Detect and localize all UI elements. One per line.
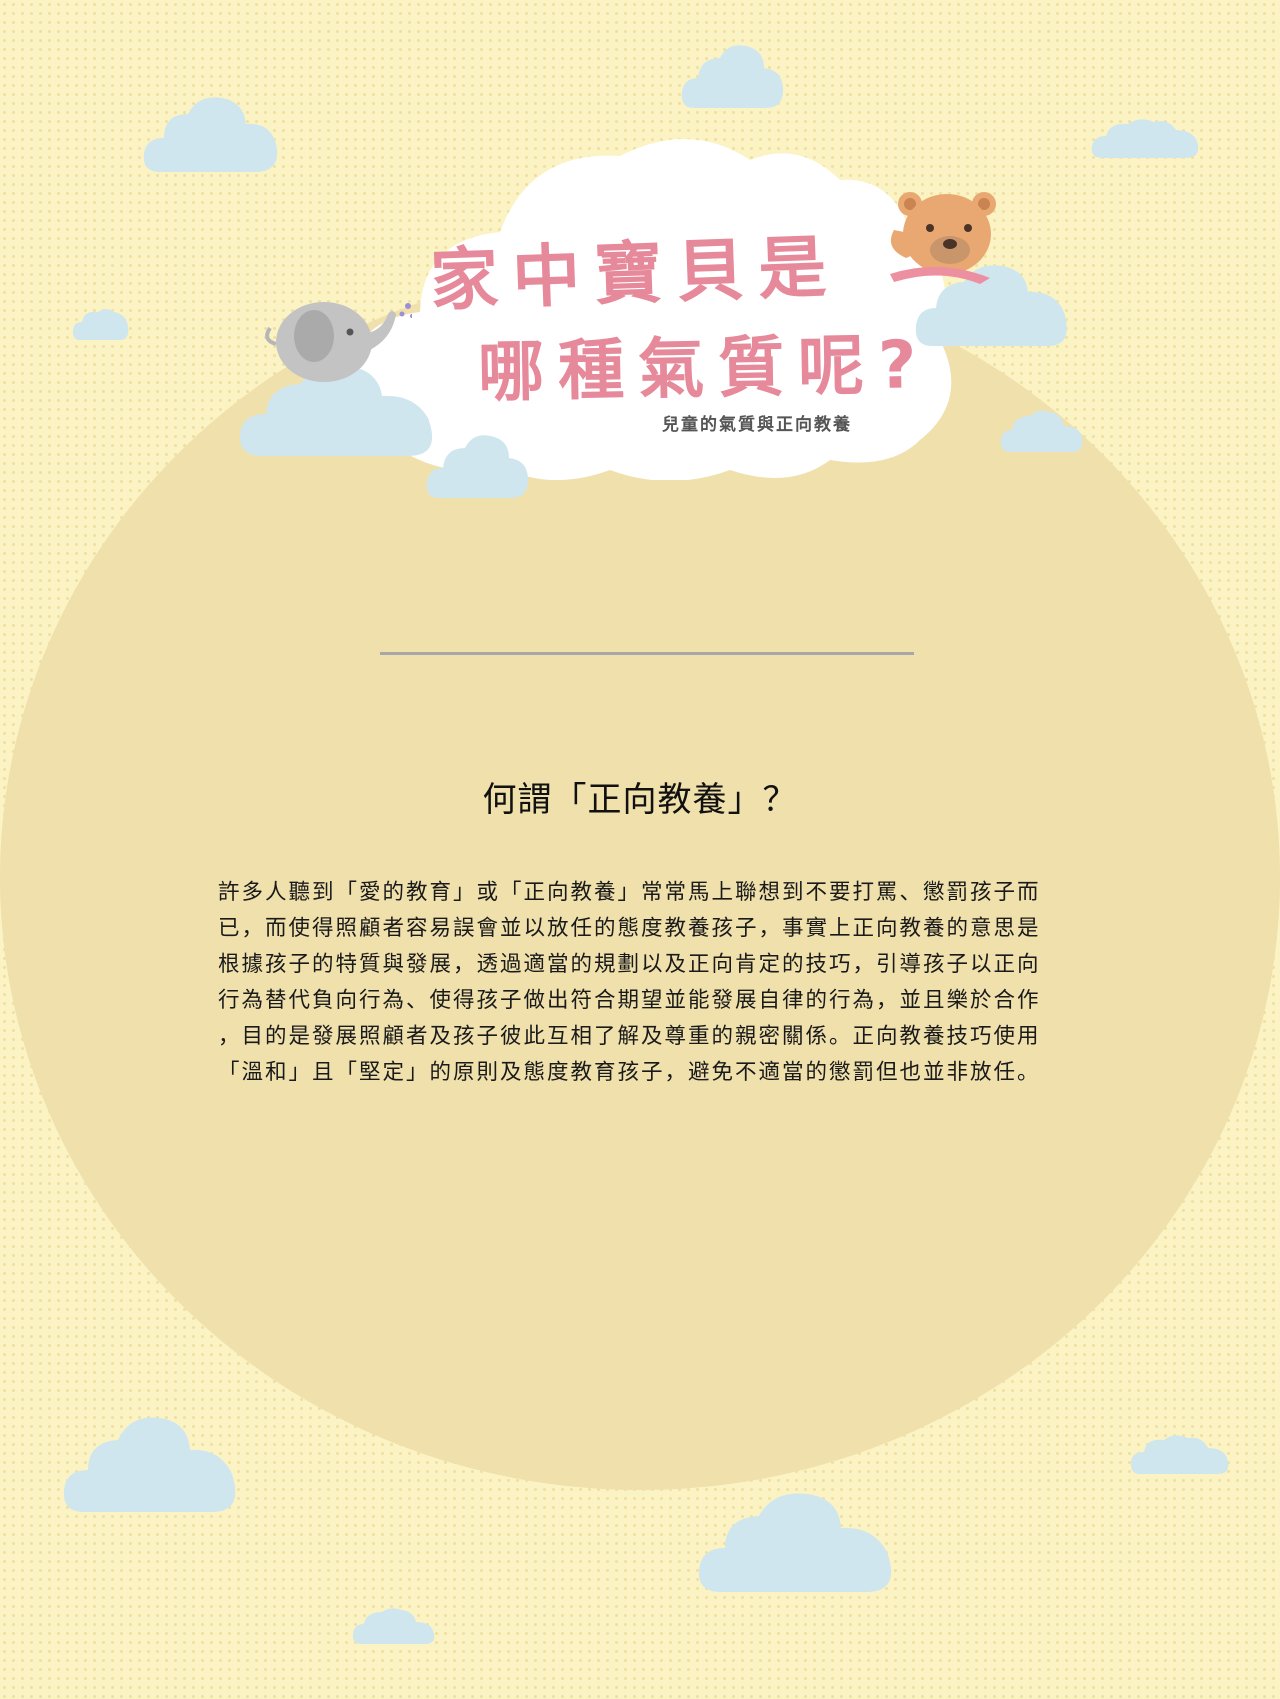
cloud-icon — [425, 432, 530, 504]
cloud-icon — [1090, 116, 1202, 164]
body-line: ，目的是發展照顧者及孩子彼此互相了解及尊重的親密關係。正向教養技巧使用 — [218, 1024, 1041, 1049]
cloud-icon — [1130, 1432, 1230, 1478]
page-subtitle: 兒童的氣質與正向教養 — [662, 415, 852, 435]
cloud-icon — [1000, 408, 1084, 456]
section-body: 許多人聽到「愛的教育」或「正向教養」常常馬上聯想到不要打罵、懲罰孩子而 已，而使… — [218, 875, 1068, 1091]
title-cloud — [330, 120, 960, 481]
elephant-icon — [262, 284, 414, 388]
body-line: 根據孩子的特質與發展，透過適當的規劃以及正向肯定的技巧，引導孩子以正向 — [218, 952, 1041, 977]
cloud-icon — [236, 362, 441, 462]
body-line: 行為替代負向行為、使得孩子做出符合期望並能發展自律的行為，並且樂於合作 — [218, 988, 1041, 1013]
cloud-icon — [695, 1488, 905, 1598]
body-line: 已，而使得照顧者容易誤會並以放任的態度教養孩子，事實上正向教養的意思是 — [218, 916, 1041, 941]
divider — [380, 652, 914, 655]
body-line: 「溫和」且「堅定」的原則及態度教育孩子，避免不適當的懲罰但也並非放任。 — [218, 1060, 1041, 1085]
cloud-icon — [352, 1606, 436, 1648]
cloud-icon — [140, 92, 285, 180]
cloud-icon — [912, 262, 1072, 352]
page-title-line-1: 家中寶貝是 — [428, 227, 842, 322]
cloud-icon — [72, 306, 130, 344]
section-heading: 何謂「正向教養」？ — [482, 780, 798, 820]
cloud-icon — [60, 1412, 245, 1518]
bear-icon — [880, 188, 1000, 292]
cloud-icon — [680, 42, 785, 114]
body-line: 許多人聽到「愛的教育」或「正向教養」常常馬上聯想到不要打罵、懲罰孩子而 — [218, 880, 1041, 905]
page-title-line-2: 哪種氣質呢? — [477, 326, 932, 411]
